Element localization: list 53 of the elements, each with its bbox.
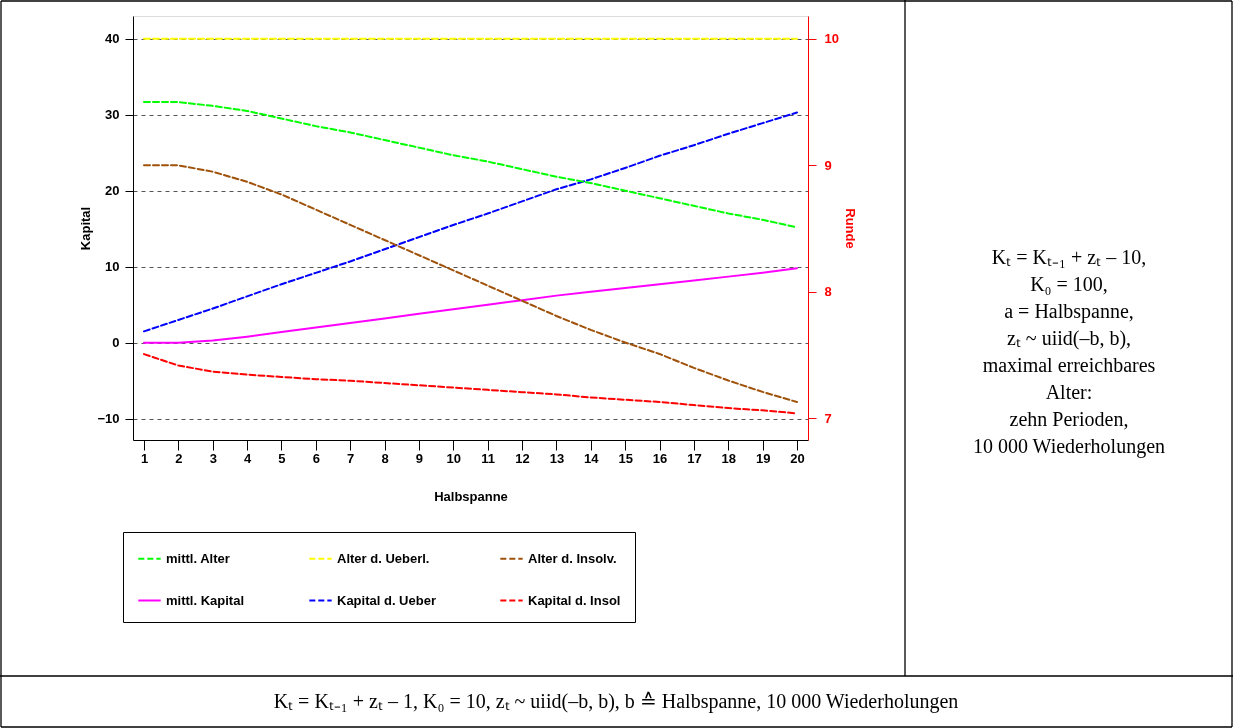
legend-label: Kapital d. Insol xyxy=(528,592,621,608)
y2-tick-label: 9 xyxy=(824,157,832,173)
y-tick-label: 20 xyxy=(105,183,120,199)
y-axis-title: Kapital xyxy=(78,206,94,251)
y2-tick-label: 7 xyxy=(824,410,832,426)
line-series xyxy=(143,267,798,344)
legend-label: mittl. Kapital xyxy=(166,592,245,608)
x-tick-label: 17 xyxy=(687,450,702,466)
text: Kₜ = Kₜ₋₁ + zₜ – 1, K₀ = 10, zₜ ~ uiid(–b, b), b ≙ Halbspanne, 10 000 Wiederholungen xyxy=(273,690,959,713)
line-series xyxy=(143,353,798,415)
legend-label: Alter d. Insolv. xyxy=(528,550,617,566)
text: Alter: xyxy=(1045,380,1093,403)
text: 10 000 Wiederholungen xyxy=(972,434,1166,458)
x-tick-label: 20 xyxy=(790,450,805,466)
x-tick-label: 12 xyxy=(515,450,530,466)
text: maximal erreichbares xyxy=(982,353,1156,376)
x-tick-label: 18 xyxy=(721,450,736,466)
x-tick-label: 14 xyxy=(584,450,600,466)
legend-label: Kapital d. Ueber xyxy=(337,592,436,608)
x-tick-label: 2 xyxy=(175,450,183,466)
legend-label: mittl. Alter xyxy=(166,550,230,566)
y-tick-label: −10 xyxy=(97,411,120,427)
legend-label: Alter d. Ueberl. xyxy=(337,550,430,566)
x-tick-label: 1 xyxy=(140,450,149,466)
x-tick-label: 3 xyxy=(209,450,217,466)
x-tick-label: 9 xyxy=(415,450,424,466)
y2-tick-label: 10 xyxy=(824,31,839,47)
text: zehn Perioden, xyxy=(1009,407,1129,430)
x-tick-label: 13 xyxy=(549,450,565,466)
y-tick-label: 30 xyxy=(105,107,120,123)
x-tick-label: 5 xyxy=(278,450,286,466)
x-axis-title: Halbspanne xyxy=(434,488,508,504)
y2-axis-title: Runde xyxy=(842,208,858,249)
line-series xyxy=(143,111,798,333)
text: a = Halbspanne, xyxy=(1004,299,1134,323)
x-tick-label: 11 xyxy=(481,450,496,466)
x-tick-label: 15 xyxy=(618,450,633,466)
y-tick-label: 10 xyxy=(105,259,120,275)
x-tick-label: 6 xyxy=(312,450,320,466)
x-tick-label: 19 xyxy=(755,450,771,466)
y-tick-label: 40 xyxy=(105,31,120,47)
x-tick-label: 4 xyxy=(243,450,252,466)
line-series xyxy=(143,164,798,404)
text: Kₜ = Kₜ₋₁ + zₜ – 10, xyxy=(991,245,1147,268)
x-tick-label: 8 xyxy=(381,450,389,466)
y2-tick-label: 8 xyxy=(824,284,832,300)
text: K₀ = 100, xyxy=(1030,272,1108,295)
x-tick-label: 10 xyxy=(446,450,462,466)
text: zₜ ~ uiid(–b, b), xyxy=(1006,326,1132,350)
x-tick-label: 16 xyxy=(652,450,668,466)
line-series xyxy=(143,101,798,229)
y-tick-label: 0 xyxy=(112,335,120,351)
x-tick-label: 7 xyxy=(347,450,355,466)
